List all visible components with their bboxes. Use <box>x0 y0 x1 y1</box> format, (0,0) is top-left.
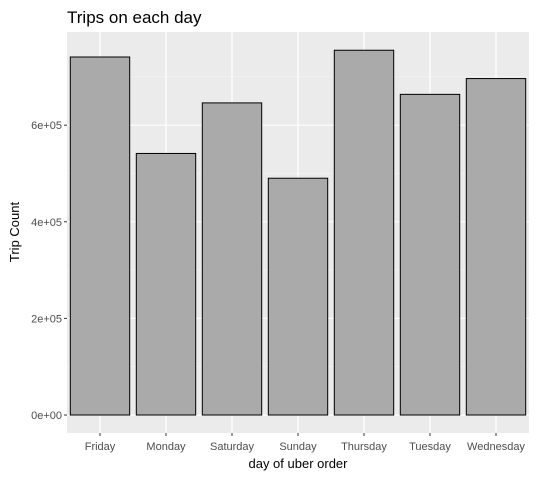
bars <box>69 49 527 416</box>
y-tick-label: 2e+05 <box>31 313 62 325</box>
y-axis-title: Trip Count <box>7 202 22 263</box>
x-tick-label: Saturday <box>210 441 255 453</box>
bar-friday <box>69 56 131 416</box>
x-axis-title: day of uber order <box>248 456 348 471</box>
x-axis: Friday Monday Saturday Sunday Thursday Tuesda… <box>85 433 525 453</box>
chart-title: Trips on each day <box>67 8 202 27</box>
x-tick-label: Sunday <box>279 441 317 453</box>
y-tick-label: 0e+00 <box>31 410 62 422</box>
x-tick-label: Monday <box>146 441 186 453</box>
x-tick-label: Wednesday <box>467 441 525 453</box>
bar-tuesday <box>399 93 461 416</box>
y-tick-label: 4e+05 <box>31 217 62 229</box>
bar-wednesday <box>465 78 527 416</box>
y-axis: 0e+00 2e+05 4e+05 6e+05 <box>31 120 67 422</box>
bar-saturday <box>201 102 263 416</box>
bar-sunday <box>267 177 329 416</box>
x-tick-label: Tuesday <box>409 441 451 453</box>
y-tick-label: 6e+05 <box>31 120 62 132</box>
bar-monday <box>135 152 197 416</box>
x-tick-label: Friday <box>85 441 116 453</box>
bar-thursday <box>333 49 395 416</box>
x-tick-label: Thursday <box>341 441 387 453</box>
